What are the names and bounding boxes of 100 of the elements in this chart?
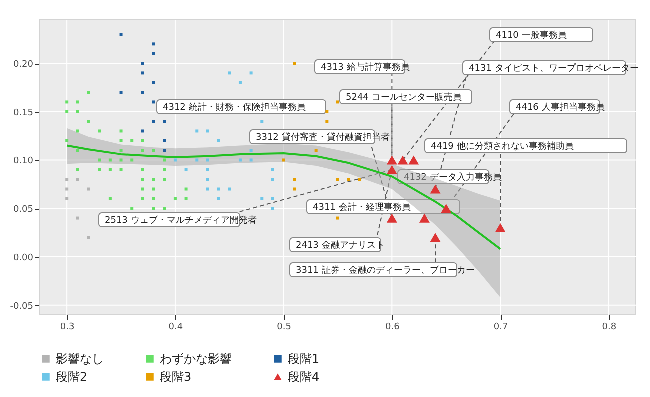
point [408, 156, 420, 165]
point [141, 188, 144, 191]
point [163, 139, 166, 142]
point [250, 149, 253, 152]
annotation: 4312 統計・財務・保険担当事務員 [163, 102, 306, 113]
point [163, 149, 166, 152]
point [152, 178, 156, 182]
point [238, 81, 242, 84]
point [108, 158, 112, 162]
point [260, 120, 264, 124]
point [141, 149, 144, 152]
point [152, 81, 156, 84]
point [196, 130, 199, 133]
point [108, 197, 112, 200]
legend-label: わずかな影響 [160, 352, 232, 366]
point [76, 216, 80, 220]
x-tick-label: 0.8 [602, 322, 617, 332]
legend-label: 段階1 [288, 352, 320, 366]
point [163, 120, 166, 124]
annotation: 4416 人事担当事務員 [516, 102, 605, 113]
point [66, 188, 69, 191]
point [206, 130, 210, 133]
legend-label: 影響なし [56, 352, 104, 366]
annotation: 3311 証券・金融のディーラー、ブローカー [296, 265, 475, 276]
point [76, 168, 80, 172]
point [76, 110, 80, 114]
point [398, 156, 408, 165]
point [206, 168, 210, 172]
point [358, 178, 362, 182]
point [130, 139, 134, 142]
point [271, 168, 274, 172]
point [98, 168, 102, 172]
point [76, 178, 80, 182]
point [250, 158, 253, 162]
point [152, 52, 156, 56]
point [326, 120, 329, 124]
legend-label: 段階4 [288, 370, 320, 384]
point [141, 91, 144, 94]
annotation: 2513 ウェブ・マルチメディア開発者 [105, 215, 257, 226]
point [314, 149, 318, 152]
annotation: 2413 金融アナリスト [296, 240, 385, 251]
point [174, 158, 177, 162]
annotation: 4132 データ入力事務員 [404, 172, 502, 183]
point [282, 158, 286, 162]
annotation: 4311 会計・経理事務員 [313, 202, 411, 213]
annotation: 4110 一般事務員 [496, 30, 567, 41]
point [293, 62, 296, 66]
point [336, 178, 340, 182]
point [141, 197, 144, 200]
point [184, 188, 188, 191]
point [217, 197, 220, 200]
x-tick-label: 0.7 [494, 322, 508, 332]
y-tick-label: -0.05 [10, 302, 34, 312]
point [386, 156, 398, 165]
point [217, 139, 220, 142]
point [76, 100, 80, 104]
point [196, 158, 199, 162]
point [98, 130, 102, 133]
point [87, 188, 90, 191]
point [66, 100, 69, 104]
point [206, 158, 210, 162]
point [271, 207, 274, 210]
point [238, 158, 242, 162]
point [217, 188, 220, 191]
point [184, 168, 188, 172]
point [66, 197, 69, 200]
point [152, 42, 156, 46]
point [141, 72, 144, 75]
point [386, 165, 398, 174]
point [271, 178, 274, 182]
point [293, 178, 296, 182]
point [66, 110, 69, 114]
point [120, 139, 123, 142]
point [66, 139, 69, 142]
point [98, 158, 102, 162]
point [430, 233, 441, 242]
point [336, 100, 340, 104]
point [141, 178, 144, 182]
y-tick-label: 0.15 [13, 108, 34, 118]
point [87, 91, 90, 94]
y-tick-label: 0.10 [13, 156, 34, 167]
point [141, 130, 144, 133]
point [206, 188, 210, 191]
point [163, 158, 166, 162]
point [250, 72, 253, 75]
point [141, 62, 144, 66]
point [120, 33, 123, 36]
point [430, 184, 441, 194]
point [141, 139, 144, 142]
point [152, 188, 156, 191]
y-tick-label: 0.05 [13, 205, 34, 216]
point [130, 207, 134, 210]
point [293, 188, 296, 191]
point [152, 120, 156, 124]
x-tick-label: 0.4 [168, 322, 184, 332]
x-tick-label: 0.3 [60, 322, 75, 332]
point [120, 158, 123, 162]
point [163, 168, 166, 172]
point [271, 197, 274, 200]
point [120, 149, 123, 152]
